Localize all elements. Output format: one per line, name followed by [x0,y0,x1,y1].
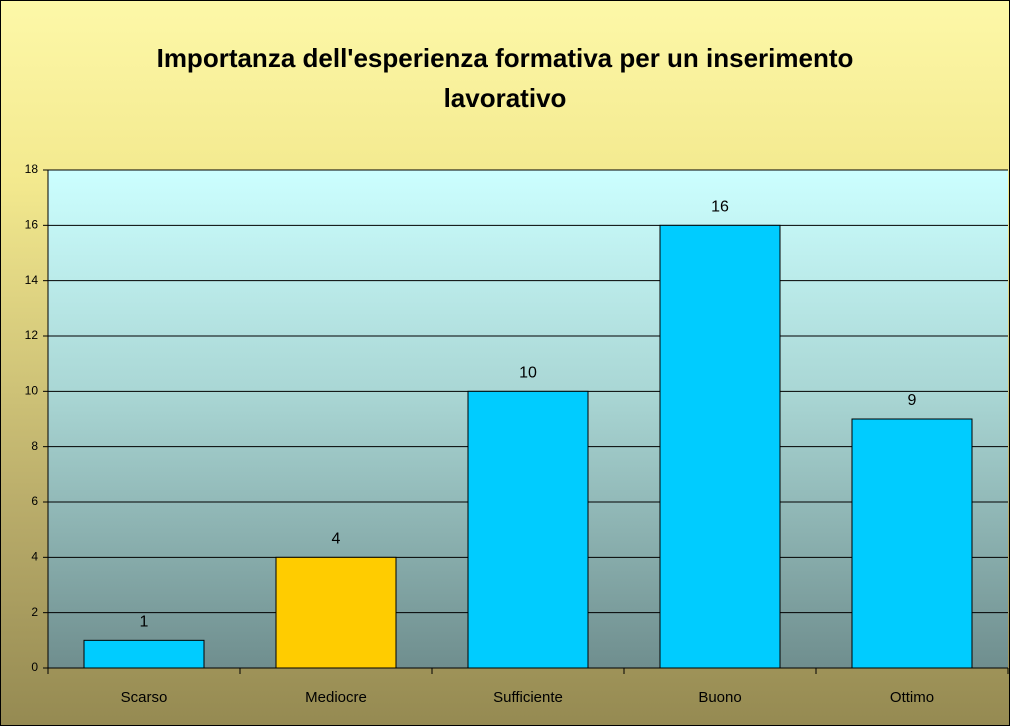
x-tick-label: Mediocre [305,689,367,706]
data-label: 4 [332,531,341,548]
bar [275,556,397,669]
bar [83,639,205,669]
y-tick-label: 12 [25,328,39,342]
bar [851,418,973,669]
data-label: 9 [908,392,917,409]
data-label: 16 [711,199,729,216]
y-tick-label: 18 [25,162,39,176]
chart-title: Importanza dell'esperienza formativa per… [156,43,854,113]
bar [467,390,589,669]
y-tick-label: 4 [31,550,38,564]
y-tick-label: 8 [31,439,38,453]
x-tick-label: Buono [698,689,741,706]
y-tick-label: 14 [25,273,39,287]
x-tick-label: Scarso [121,689,168,706]
x-tick-label: Sufficiente [493,689,563,706]
y-tick-label: 10 [25,384,39,398]
bar [659,224,781,669]
data-label: 10 [519,365,537,382]
y-tick-label: 2 [31,605,38,619]
data-label: 1 [140,614,149,631]
x-tick-label: Ottimo [890,689,934,706]
y-tick-label: 0 [31,660,38,674]
y-tick-label: 6 [31,494,38,508]
y-tick-label: 16 [25,218,39,232]
